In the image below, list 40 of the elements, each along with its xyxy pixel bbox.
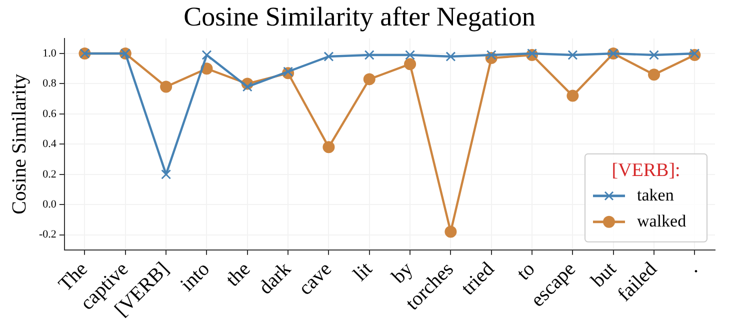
- x-tick-label: cave: [294, 258, 336, 300]
- chart-title: Cosine Similarity after Negation: [184, 1, 536, 32]
- point: [161, 169, 172, 180]
- point: [446, 52, 456, 62]
- point: [648, 68, 660, 81]
- point: [444, 226, 457, 238]
- point: [566, 90, 579, 102]
- point: [404, 58, 416, 70]
- point: [486, 50, 496, 60]
- y-tick-label: -0.2: [38, 228, 56, 241]
- y-tick-label: 1.0: [42, 47, 57, 60]
- point: [322, 141, 335, 154]
- y-tick-label: 0.8: [42, 78, 57, 90]
- x-tick-label: .: [682, 258, 702, 278]
- point: [242, 82, 252, 92]
- point: [160, 80, 172, 93]
- x-tick-label: tried: [457, 258, 499, 300]
- y-tick-label: 0.2: [42, 168, 56, 180]
- y-tick-label: 0.0: [42, 198, 57, 210]
- point: [363, 73, 376, 86]
- point: [324, 52, 334, 62]
- point: [405, 50, 416, 60]
- legend-label: walked: [637, 211, 687, 230]
- point: [690, 48, 700, 58]
- point: [527, 48, 538, 58]
- point: [202, 50, 212, 60]
- point: [649, 50, 659, 60]
- x-tick-label: dark: [254, 258, 296, 299]
- legend-label: taken: [637, 185, 674, 204]
- x-tick-label: to: [512, 258, 540, 285]
- y-tick-label: 0.4: [42, 138, 57, 150]
- point: [283, 66, 294, 77]
- legend-title: [VERB]:: [612, 160, 680, 181]
- point: [364, 50, 374, 60]
- x-tick-label: lit: [349, 258, 377, 286]
- x-tick-label: into: [176, 258, 214, 296]
- y-axis-title: Cosine Similarity: [8, 74, 30, 214]
- point: [568, 50, 578, 60]
- y-tick-label: 0.6: [42, 108, 57, 120]
- x-tick-label: the: [222, 258, 255, 291]
